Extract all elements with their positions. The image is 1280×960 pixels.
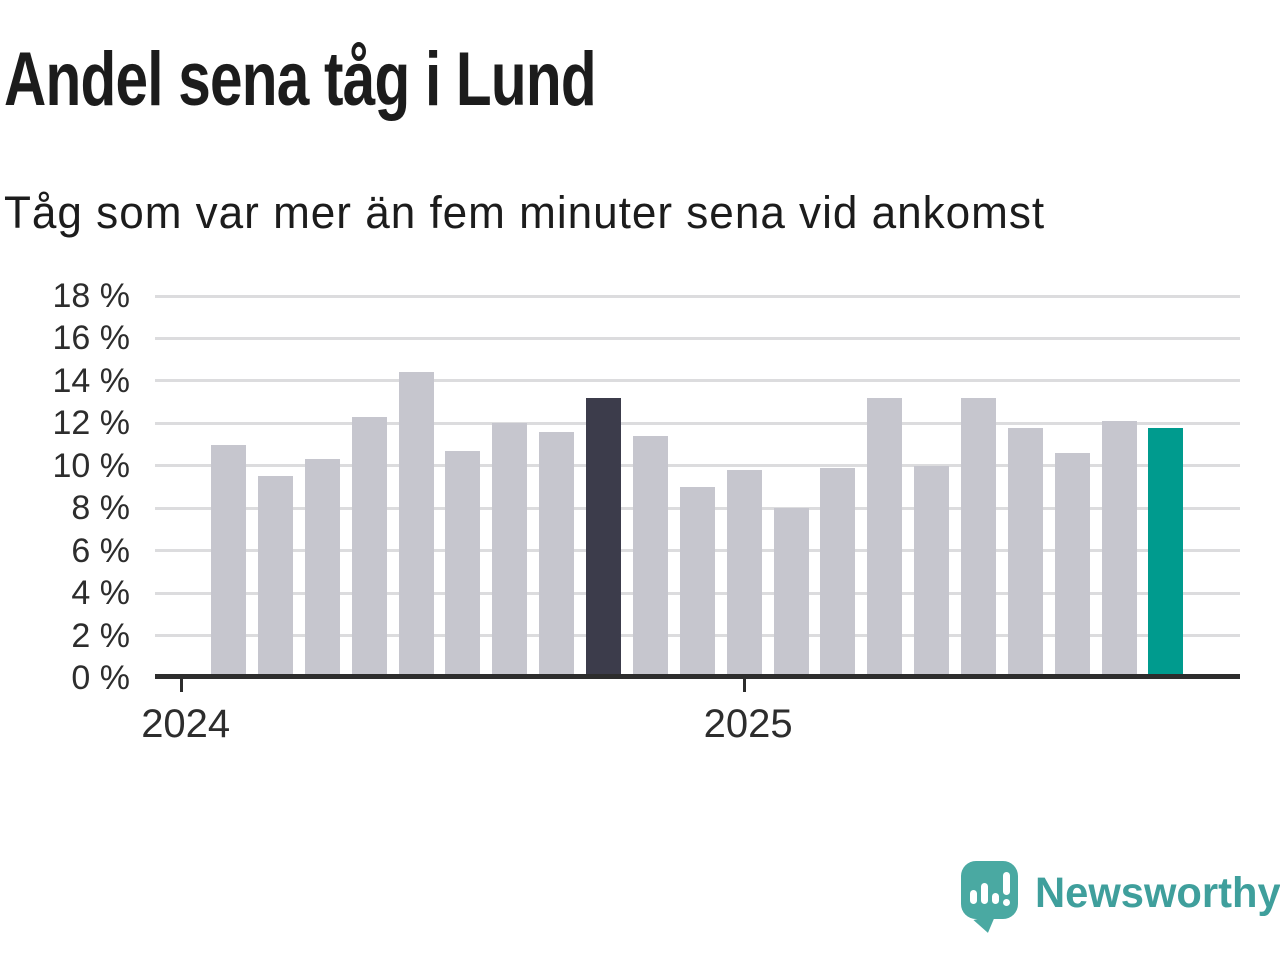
- chart-bar-2024-03: [257, 476, 293, 678]
- y-axis-label-2pct: 2 %: [71, 616, 130, 655]
- gridline-10pct: [155, 464, 1240, 468]
- x-axis-label-2024: 2024: [141, 702, 231, 746]
- chart-bar-2024-06: [398, 372, 434, 678]
- chart-bar-2024-11: [632, 436, 668, 678]
- chart-bar-2024-08: [492, 423, 528, 678]
- brand-name: Newsworthy: [1035, 869, 1280, 917]
- logo-mini-bar-2: [981, 883, 988, 904]
- y-axis-label-14pct: 14 %: [52, 361, 131, 400]
- y-axis-label-4pct: 4 %: [71, 574, 130, 613]
- y-axis-label-6pct: 6 %: [71, 531, 130, 570]
- y-axis-label-18pct: 18 %: [52, 277, 131, 315]
- chart-bar-2025-05: [914, 465, 950, 678]
- y-axis-label-12pct: 12 %: [52, 404, 131, 443]
- x-tick-2025: [742, 679, 746, 692]
- chart-bar-2024-10: [586, 397, 622, 678]
- y-axis-label-0pct: 0 %: [71, 659, 130, 697]
- x-axis-line: [155, 674, 1240, 679]
- y-axis-label-8pct: 8 %: [71, 489, 130, 528]
- gridline-14pct: [155, 379, 1240, 383]
- chart-bar-2025-09: [1101, 421, 1137, 678]
- gridline-18pct: [155, 294, 1240, 298]
- gridline-12pct: [155, 421, 1240, 425]
- chart-bar-2025-10: [1148, 427, 1184, 678]
- gridline-16pct: [155, 336, 1240, 340]
- chart-bar-2024-02: [211, 444, 247, 678]
- chart-bar-2025-08: [1054, 453, 1090, 678]
- logo-exclamation-dot-icon: [1003, 899, 1010, 906]
- logo-mini-bar-3: [992, 893, 999, 904]
- y-axis-label-16pct: 16 %: [52, 319, 131, 358]
- plot-area: [155, 294, 1240, 678]
- chart-bar-2025-06: [960, 397, 996, 678]
- chart-bar-2025-02: [773, 508, 809, 678]
- chart-bar-2025-07: [1007, 427, 1043, 678]
- chart-bar-2025-03: [820, 467, 856, 678]
- chart-title: Andel sena tåg i Lund: [4, 37, 597, 122]
- logo-exclamation-stem-icon: [1003, 872, 1010, 895]
- chart-subtitle: Tåg som var mer än fem minuter sena vid …: [4, 187, 1046, 238]
- newsworthy-logo: Newsworthy: [961, 861, 1280, 941]
- chart-bar-2025-04: [867, 397, 903, 678]
- y-axis-label-10pct: 10 %: [52, 446, 131, 485]
- x-axis-label-2025: 2025: [703, 702, 793, 746]
- chart-bar-2025-01: [726, 470, 762, 678]
- chart-bar-2024-12: [679, 487, 715, 678]
- logo-mini-bar-1: [970, 890, 977, 904]
- chart-bar-2024-09: [539, 431, 575, 678]
- chart-bar-2024-05: [351, 416, 387, 678]
- x-tick-2024: [180, 679, 184, 692]
- chart-bar-2024-07: [445, 450, 481, 678]
- chart-bar-2024-04: [304, 459, 340, 678]
